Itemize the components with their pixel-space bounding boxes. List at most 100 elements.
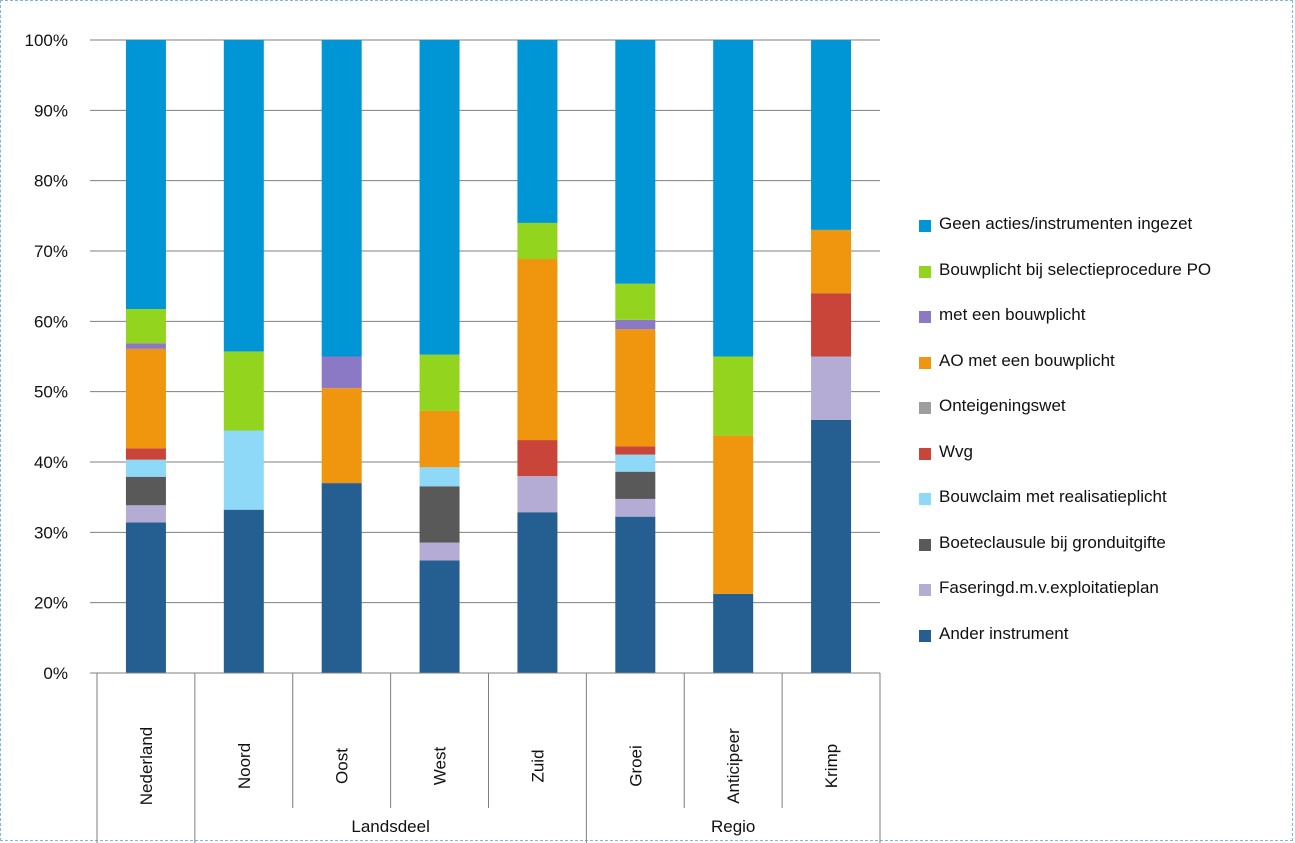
bar-segment-anticipeer-8	[713, 356, 754, 436]
legend-swatch	[919, 356, 931, 369]
bar-segment-krimp-9	[811, 40, 852, 230]
bar-segment-krimp-4	[811, 293, 852, 357]
bar-segment-zuid-0	[517, 512, 558, 673]
category-label: Oost	[333, 748, 352, 784]
legend-label: Geen acties/instrumenten ingezet	[939, 214, 1193, 233]
legend-item: Faseringd.m.v.exploitatieplan	[919, 578, 1211, 624]
legend-item: met een bouwplicht	[919, 305, 1211, 351]
bar-segment-nederland-1	[125, 505, 166, 523]
bar-segment-groei-2	[615, 471, 656, 499]
bar-segment-nederland-6	[125, 348, 166, 449]
legend-swatch	[919, 447, 931, 460]
y-tick-label: 30%	[34, 523, 68, 542]
category-label: Groei	[626, 745, 645, 787]
bar-segment-noord-0	[223, 509, 264, 673]
legend-swatch	[919, 220, 931, 232]
legend-item: Bouwplicht bij selectieprocedure PO	[919, 260, 1211, 306]
bar-segment-groei-0	[615, 516, 656, 673]
bar-segment-groei-4	[615, 446, 656, 455]
legend: Geen acties/instrumenten ingezet Bouwplic…	[919, 214, 1211, 669]
legend-item: Onteigeningswet	[919, 396, 1211, 442]
legend-swatch	[919, 402, 931, 414]
y-tick-label: 80%	[34, 172, 68, 191]
bar-segment-noord-3	[223, 430, 264, 510]
legend-label: AO met een bouwplicht	[939, 350, 1115, 370]
bar-segment-zuid-6	[517, 259, 558, 441]
y-tick-label: 40%	[34, 453, 68, 472]
bar-segment-groei-9	[615, 40, 656, 284]
legend-label: Bouwclaim met realisatieplicht	[939, 487, 1167, 506]
category-label: Nederland	[137, 727, 156, 805]
legend-label: Ander instrument	[939, 623, 1069, 643]
bar-segment-zuid-9	[517, 40, 558, 223]
bar-segment-groei-7	[615, 319, 656, 330]
legend-label: Onteigeningswet	[939, 396, 1066, 415]
category-label: Noord	[235, 743, 254, 789]
y-axis-tick-labels: 0% 20% 30% 40% 50% 60% 70% 80% 90% 100%	[25, 31, 68, 683]
legend-label: Faseringd.m.v.exploitatieplan	[939, 578, 1159, 597]
category-label: West	[431, 747, 450, 786]
bar-segment-west-6	[419, 410, 460, 468]
bar-segment-oost-6	[321, 388, 362, 484]
group-label: Landsdeel	[351, 817, 429, 836]
bar-segment-west-0	[419, 560, 460, 673]
y-tick-label: 50%	[34, 383, 68, 402]
bar-segment-west-2	[419, 486, 460, 543]
bar-segment-zuid-8	[517, 222, 558, 260]
legend-item: Boeteclausule bij gronduitgifte	[919, 533, 1211, 579]
y-tick-label: 60%	[34, 312, 68, 331]
legend-item: AO met een bouwplicht	[919, 351, 1211, 397]
legend-label: met een bouwplicht	[939, 305, 1086, 324]
bars	[125, 40, 852, 673]
legend-label: Wvg	[939, 441, 973, 461]
legend-swatch	[919, 584, 931, 596]
bar-segment-anticipeer-9	[713, 40, 754, 357]
legend-label: Bouwplicht bij selectieprocedure PO	[939, 259, 1212, 279]
legend-item: Bouwclaim met realisatieplicht	[919, 487, 1211, 533]
legend-swatch	[919, 493, 931, 505]
bar-segment-west-1	[419, 542, 460, 561]
bar-segment-nederland-3	[125, 459, 166, 477]
bar-segment-groei-8	[615, 283, 656, 320]
gridlines	[90, 39, 880, 604]
legend-item: Ander instrument	[919, 624, 1211, 670]
y-tick-label: 0%	[43, 664, 68, 683]
bar-segment-west-3	[419, 467, 460, 487]
category-label: Anticipeer	[724, 728, 743, 804]
bar-segment-noord-8	[223, 351, 264, 431]
y-tick-label: 90%	[34, 101, 68, 120]
y-tick-label: 70%	[34, 242, 68, 261]
y-tick-label: 100%	[25, 31, 68, 50]
group-label: Regio	[711, 817, 755, 836]
bar-segment-oost-0	[321, 483, 362, 673]
legend-item: Wvg	[919, 442, 1211, 488]
stacked-bar-chart: 0% 20% 30% 40% 50% 60% 70% 80% 90% 100% Nederland…	[25, 31, 881, 843]
bar-segment-krimp-0	[811, 419, 852, 673]
bar-segment-nederland-8	[125, 309, 166, 344]
bar-segment-groei-3	[615, 454, 656, 472]
bar-segment-oost-9	[321, 40, 362, 357]
bar-segment-nederland-0	[125, 522, 166, 673]
bar-segment-anticipeer-6	[713, 435, 754, 594]
y-tick-label: 20%	[34, 594, 68, 613]
legend-item: Geen acties/instrumenten ingezet	[919, 214, 1211, 260]
bar-segment-nederland-4	[125, 448, 166, 460]
bar-segment-oost-7	[321, 356, 362, 389]
legend-swatch	[919, 311, 931, 323]
bar-segment-noord-9	[223, 40, 264, 352]
bar-segment-nederland-9	[125, 40, 166, 310]
bar-segment-krimp-6	[811, 229, 852, 294]
bar-segment-groei-1	[615, 498, 656, 517]
legend-swatch	[919, 265, 931, 278]
category-label: Zuid	[528, 749, 547, 782]
bar-segment-nederland-2	[125, 476, 166, 506]
bar-segment-groei-6	[615, 329, 656, 447]
bar-segment-zuid-1	[517, 476, 558, 513]
legend-swatch	[919, 629, 931, 642]
x-axis: Nederland Noord Oost West Zuid Groei Anticipee…	[90, 672, 881, 843]
bar-segment-anticipeer-0	[713, 593, 754, 673]
bar-segment-nederland-7	[125, 343, 166, 349]
bar-segment-west-9	[419, 40, 460, 355]
bar-segment-zuid-4	[517, 440, 558, 477]
